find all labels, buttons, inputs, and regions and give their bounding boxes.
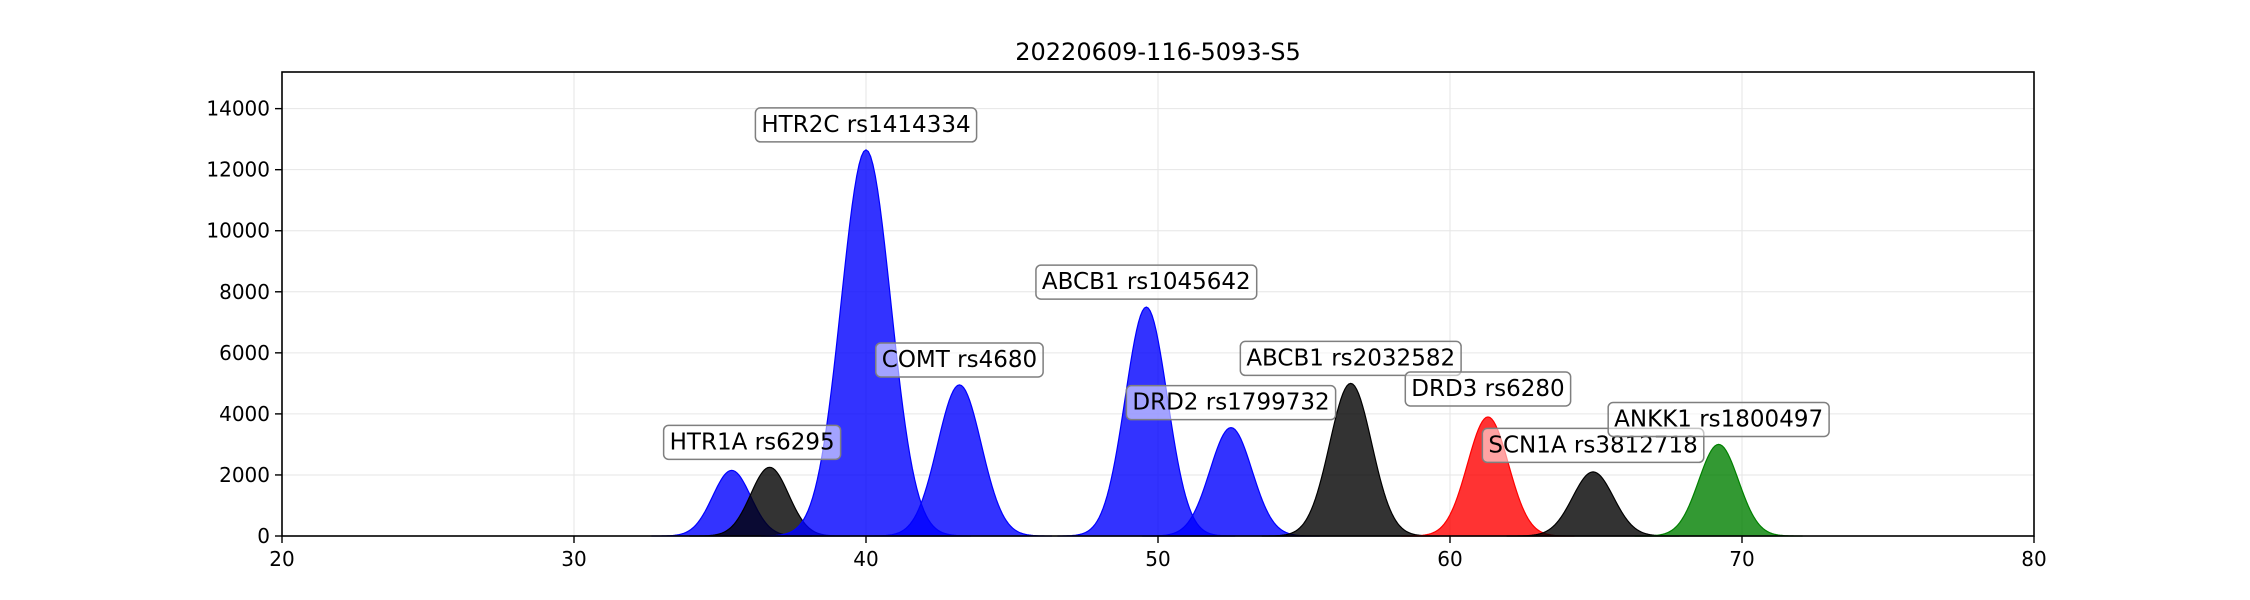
chart-title: 20220609-116-5093-S5 [1015, 38, 1301, 66]
peak-label-box [754, 107, 978, 143]
peak-label-box [1404, 371, 1572, 407]
peak-label-text: DRD3 rs6280 [1411, 376, 1564, 402]
peaks [651, 149, 1803, 537]
y-tick-label: 8000 [219, 280, 270, 304]
peak-label: ABCB1 rs1045642 [1035, 264, 1258, 300]
peak-area [1261, 382, 1440, 537]
peak-label: COMT rs4680 [875, 342, 1044, 378]
peak-label-text: ABCB1 rs1045642 [1042, 269, 1251, 295]
peak-label: HTR1A rs6295 [662, 424, 842, 461]
peak-label-box [1035, 264, 1258, 300]
y-tick-label: 4000 [219, 402, 270, 426]
x-tick-label: 20 [269, 547, 294, 571]
peak-label-text: DRD2 rs1799732 [1132, 390, 1329, 416]
x-tick-label: 70 [1729, 547, 1754, 571]
peak-area [866, 384, 1053, 537]
peak-area [1634, 443, 1803, 537]
x-tick-label: 60 [1437, 547, 1462, 571]
peak-label: ANKK1 rs1800497 [1607, 401, 1830, 438]
peak-label-text: HTR1A rs6295 [670, 429, 835, 455]
axis-ticks: 20 30 40 50 60 70 80 0 2000 4000 6000 8000 10000 1200… [206, 97, 2046, 571]
peak-label-text: COMT rs4680 [882, 347, 1037, 373]
peak-label: DRD2 rs1799732 [1125, 384, 1337, 421]
peak-label-text: ANKK1 rs1800497 [1614, 406, 1823, 432]
peak-label: ABCB1 rs2032582 [1239, 340, 1462, 377]
peak-label-box [1607, 401, 1830, 438]
peak-labels: HTR1A rs6295 HTR2C rs1414334 COMT rs4680 AB… [662, 107, 1830, 464]
x-tick-label: 50 [1145, 547, 1170, 571]
y-tick-label: 0 [257, 524, 270, 548]
y-tick-label: 6000 [219, 341, 270, 365]
x-tick-label: 30 [561, 547, 586, 571]
x-tick-label: 80 [2021, 547, 2046, 571]
y-tick-label: 12000 [206, 158, 270, 182]
y-tick-label: 2000 [219, 463, 270, 487]
peak-label-text: HTR2C rs1414334 [761, 112, 970, 138]
y-tick-label: 10000 [206, 219, 270, 243]
peak-label-text: ABCB1 rs2032582 [1246, 345, 1455, 371]
peak-label-box [1125, 384, 1337, 421]
y-tick-label: 14000 [206, 97, 270, 121]
peak-label-box [875, 342, 1044, 378]
peak-label-box [1239, 340, 1462, 377]
x-tick-label: 40 [853, 547, 878, 571]
peak-label-box [662, 424, 842, 461]
peak-label: HTR2C rs1414334 [754, 107, 978, 143]
peak-label: DRD3 rs6280 [1404, 371, 1572, 407]
